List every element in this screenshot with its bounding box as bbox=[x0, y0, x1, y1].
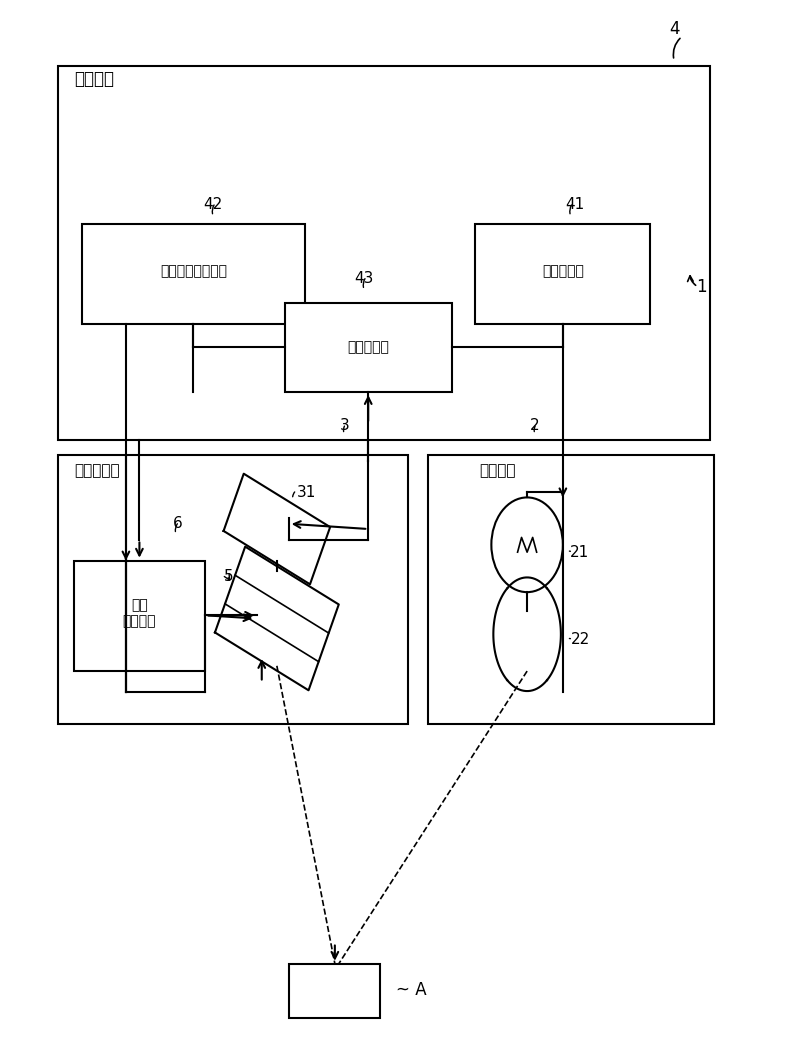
Text: 41: 41 bbox=[565, 198, 585, 213]
Bar bbox=[58, 455, 408, 724]
Text: 42: 42 bbox=[204, 198, 223, 213]
Bar bbox=[475, 224, 650, 324]
Bar bbox=[289, 964, 380, 1019]
Text: 光源装置: 光源装置 bbox=[479, 463, 516, 478]
Text: 电压
控制单元: 电压 控制单元 bbox=[122, 598, 156, 628]
Bar bbox=[82, 224, 305, 324]
Text: 测色处理部: 测色处理部 bbox=[347, 340, 389, 354]
Bar bbox=[58, 66, 710, 439]
Text: 21: 21 bbox=[570, 545, 590, 560]
Text: 5: 5 bbox=[224, 569, 234, 584]
Text: 6: 6 bbox=[173, 516, 182, 531]
Text: 4: 4 bbox=[669, 20, 679, 38]
Bar bbox=[285, 303, 452, 393]
Text: 22: 22 bbox=[571, 632, 590, 647]
Bar bbox=[428, 455, 714, 724]
Text: 测色传感器控制部: 测色传感器控制部 bbox=[160, 264, 227, 278]
Text: ~ A: ~ A bbox=[396, 981, 426, 999]
Text: 31: 31 bbox=[297, 485, 316, 499]
Text: 3: 3 bbox=[339, 418, 350, 434]
Text: 2: 2 bbox=[530, 418, 540, 434]
Text: 43: 43 bbox=[354, 271, 374, 286]
Bar bbox=[74, 561, 206, 671]
Text: 光源控制部: 光源控制部 bbox=[542, 264, 584, 278]
Text: 控制装置: 控制装置 bbox=[74, 70, 114, 88]
Text: 测色传感器: 测色传感器 bbox=[74, 463, 120, 478]
Text: 1: 1 bbox=[697, 278, 707, 296]
